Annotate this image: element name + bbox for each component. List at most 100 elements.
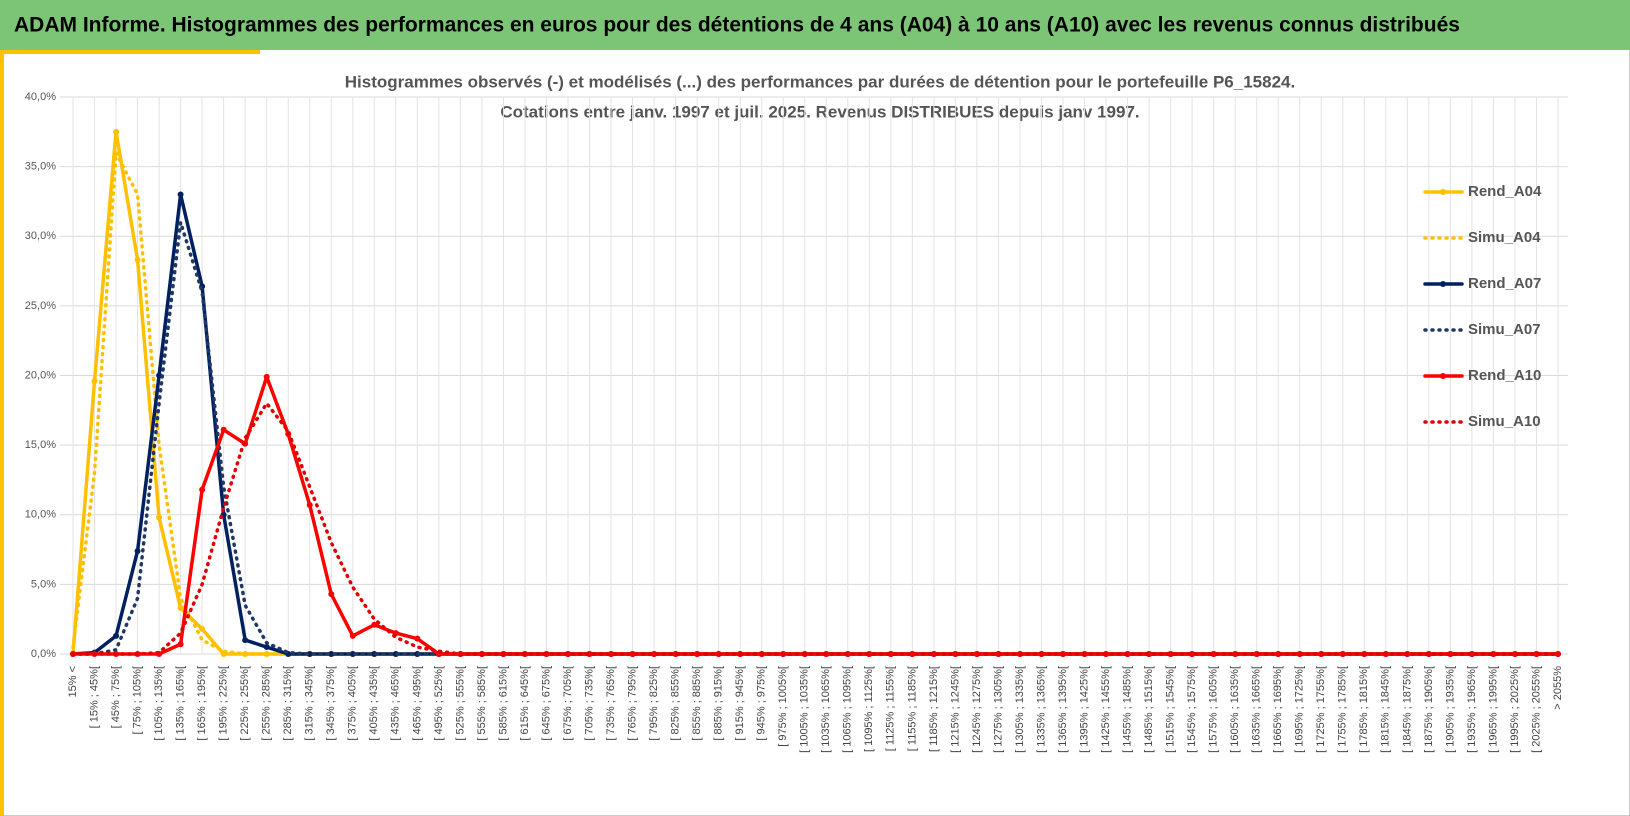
point	[113, 128, 120, 135]
x-tick-label: [ 45% ; 75%[	[110, 666, 122, 728]
y-tick-label: 35,0%	[25, 161, 56, 173]
point	[909, 651, 916, 657]
x-tick-label: [ 225% ; 255%[	[239, 666, 251, 741]
x-tick-label: [ 585% ; 615%[	[497, 666, 509, 741]
x-tick-label: [ 705% ; 735%[	[583, 666, 595, 741]
chart-subtitle: Cotations entre janv. 1997 et juil. 2025…	[500, 102, 1139, 121]
x-tick-label: [ 1155% ; 1185%[	[906, 666, 918, 751]
x-tick-label: [ 1905% ; 1935%[	[1444, 666, 1456, 753]
y-tick-label: 10,0%	[25, 509, 56, 521]
y-tick-label: 15,0%	[25, 439, 56, 451]
y-tick-label: 40,0%	[25, 91, 56, 103]
header-band	[0, 0, 1630, 50]
x-tick-label: [ 1695% ; 1725%[	[1294, 666, 1306, 753]
y-tick-label: 20,0%	[25, 369, 56, 381]
point	[177, 191, 184, 198]
x-tick-label: [ 885% ; 915%[	[713, 666, 725, 741]
point	[113, 632, 120, 639]
point	[1189, 651, 1196, 657]
x-tick-label: [ 1725% ; 1755%[	[1315, 666, 1327, 753]
x-tick-label: [ 1425% ; 1455%[	[1100, 666, 1112, 753]
point	[134, 256, 141, 263]
header-title: ADAM Informe. Histogrammes des performan…	[14, 14, 1460, 37]
x-tick-label: [ 375% ; 405%[	[347, 666, 359, 741]
x-tick-label: [ 1125% ; 1155%[	[885, 666, 897, 751]
x-tick-label: [ 15% ; 45%[	[88, 666, 100, 728]
x-tick-label: [ 1005% ; 1035%[	[799, 666, 811, 753]
point	[242, 637, 249, 644]
x-tick-label: [ 735% ; 765%[	[605, 666, 617, 741]
point	[328, 591, 335, 598]
x-tick-label: [ 105% ; 135%[	[153, 666, 165, 741]
x-tick-label: [ 345% ; 375%[	[325, 666, 337, 741]
x-tick-label: [ 975% ; 1005%[	[777, 666, 789, 747]
x-tick-label: [ 495% ; 525%[	[433, 666, 445, 741]
x-tick-label: [ 1065% ; 1095%[	[842, 666, 854, 753]
x-tick-label: [ 1665% ; 1695%[	[1272, 666, 1284, 753]
x-tick-label: [ 1455% ; 1485%[	[1121, 666, 1133, 753]
legend-label: Simu_A10	[1468, 413, 1541, 430]
point	[629, 651, 636, 657]
x-tick-label: [ 1185% ; 1215%[	[928, 666, 940, 752]
x-tick-label: [ 645% ; 675%[	[540, 666, 552, 741]
point	[263, 644, 270, 651]
point	[134, 547, 141, 554]
x-tick-label: [ 1605% ; 1635%[	[1229, 666, 1241, 753]
chart-title: Histogrammes observés (-) et modélisés (…	[345, 72, 1295, 91]
x-tick-label: [ 405% ; 435%[	[368, 666, 380, 741]
x-tick-label: [ 255% ; 285%[	[261, 666, 273, 741]
x-tick-label: 15% <	[67, 666, 79, 698]
legend-marker	[1440, 281, 1446, 287]
y-tick-label: 30,0%	[25, 230, 56, 242]
legend-label: Simu_A07	[1468, 321, 1541, 338]
point	[91, 378, 98, 385]
x-tick-label: [ 1395% ; 1425%[	[1078, 666, 1090, 753]
point	[1210, 651, 1217, 657]
x-tick-label: [ 825% ; 855%[	[670, 666, 682, 741]
x-tick-label: [ 135% ; 165%[	[175, 666, 187, 741]
x-tick-label: [ 855% ; 885%[	[691, 666, 703, 741]
point	[930, 651, 937, 657]
point	[349, 632, 356, 639]
x-tick-label: [ 1035% ; 1065%[	[820, 666, 832, 753]
legend-marker	[1440, 373, 1446, 379]
x-tick-label: [ 915% ; 945%[	[734, 666, 746, 741]
point	[608, 651, 615, 657]
x-tick-label: [ 75% ; 105%[	[131, 666, 143, 735]
x-tick-label: [ 165% ; 195%[	[196, 666, 208, 741]
x-tick-label: [ 1545% ; 1575%[	[1186, 666, 1198, 753]
x-tick-label: [ 1755% ; 1785%[	[1337, 666, 1349, 753]
x-tick-label: [ 615% ; 645%[	[519, 666, 531, 741]
x-tick-label: [ 1485% ; 1515%[	[1143, 666, 1155, 753]
x-tick-label: [ 1305% ; 1335%[	[1014, 666, 1026, 753]
point	[1511, 651, 1518, 657]
point	[156, 514, 163, 521]
point	[414, 635, 421, 642]
point	[199, 625, 206, 632]
y-tick-label: 0,0%	[31, 648, 56, 660]
point	[349, 651, 356, 657]
x-tick-label: [ 315% ; 345%[	[304, 666, 316, 741]
point	[651, 651, 658, 657]
x-tick-label: [ 1275% ; 1305%[	[992, 666, 1004, 753]
x-tick-label: [ 1215% ; 1245%[	[949, 666, 961, 753]
point	[306, 502, 313, 509]
point	[371, 621, 378, 628]
x-tick-label: [ 1365% ; 1395%[	[1057, 666, 1069, 753]
x-tick-label: [ 465% ; 495%[	[411, 666, 423, 741]
x-tick-label: [ 1515% ; 1545%[	[1165, 666, 1177, 753]
point	[177, 605, 184, 612]
x-tick-label: [ 555% ; 585%[	[476, 666, 488, 741]
y-tick-label: 25,0%	[25, 300, 56, 312]
x-tick-label: [ 1335% ; 1365%[	[1035, 666, 1047, 753]
x-tick-label: [ 795% ; 825%[	[648, 666, 660, 741]
x-tick-label: [ 1245% ; 1275%[	[971, 666, 983, 753]
x-tick-label: [ 675% ; 705%[	[562, 666, 574, 741]
x-tick-label: [ 1815% ; 1845%[	[1380, 666, 1392, 753]
x-tick-label: > 2055%	[1552, 666, 1564, 710]
x-tick-label: [ 945% ; 975%[	[756, 666, 768, 741]
point	[1490, 651, 1497, 657]
legend-label: Rend_A07	[1468, 275, 1541, 292]
legend-label: Rend_A10	[1468, 367, 1541, 384]
x-tick-label: [ 1635% ; 1665%[	[1251, 666, 1263, 753]
